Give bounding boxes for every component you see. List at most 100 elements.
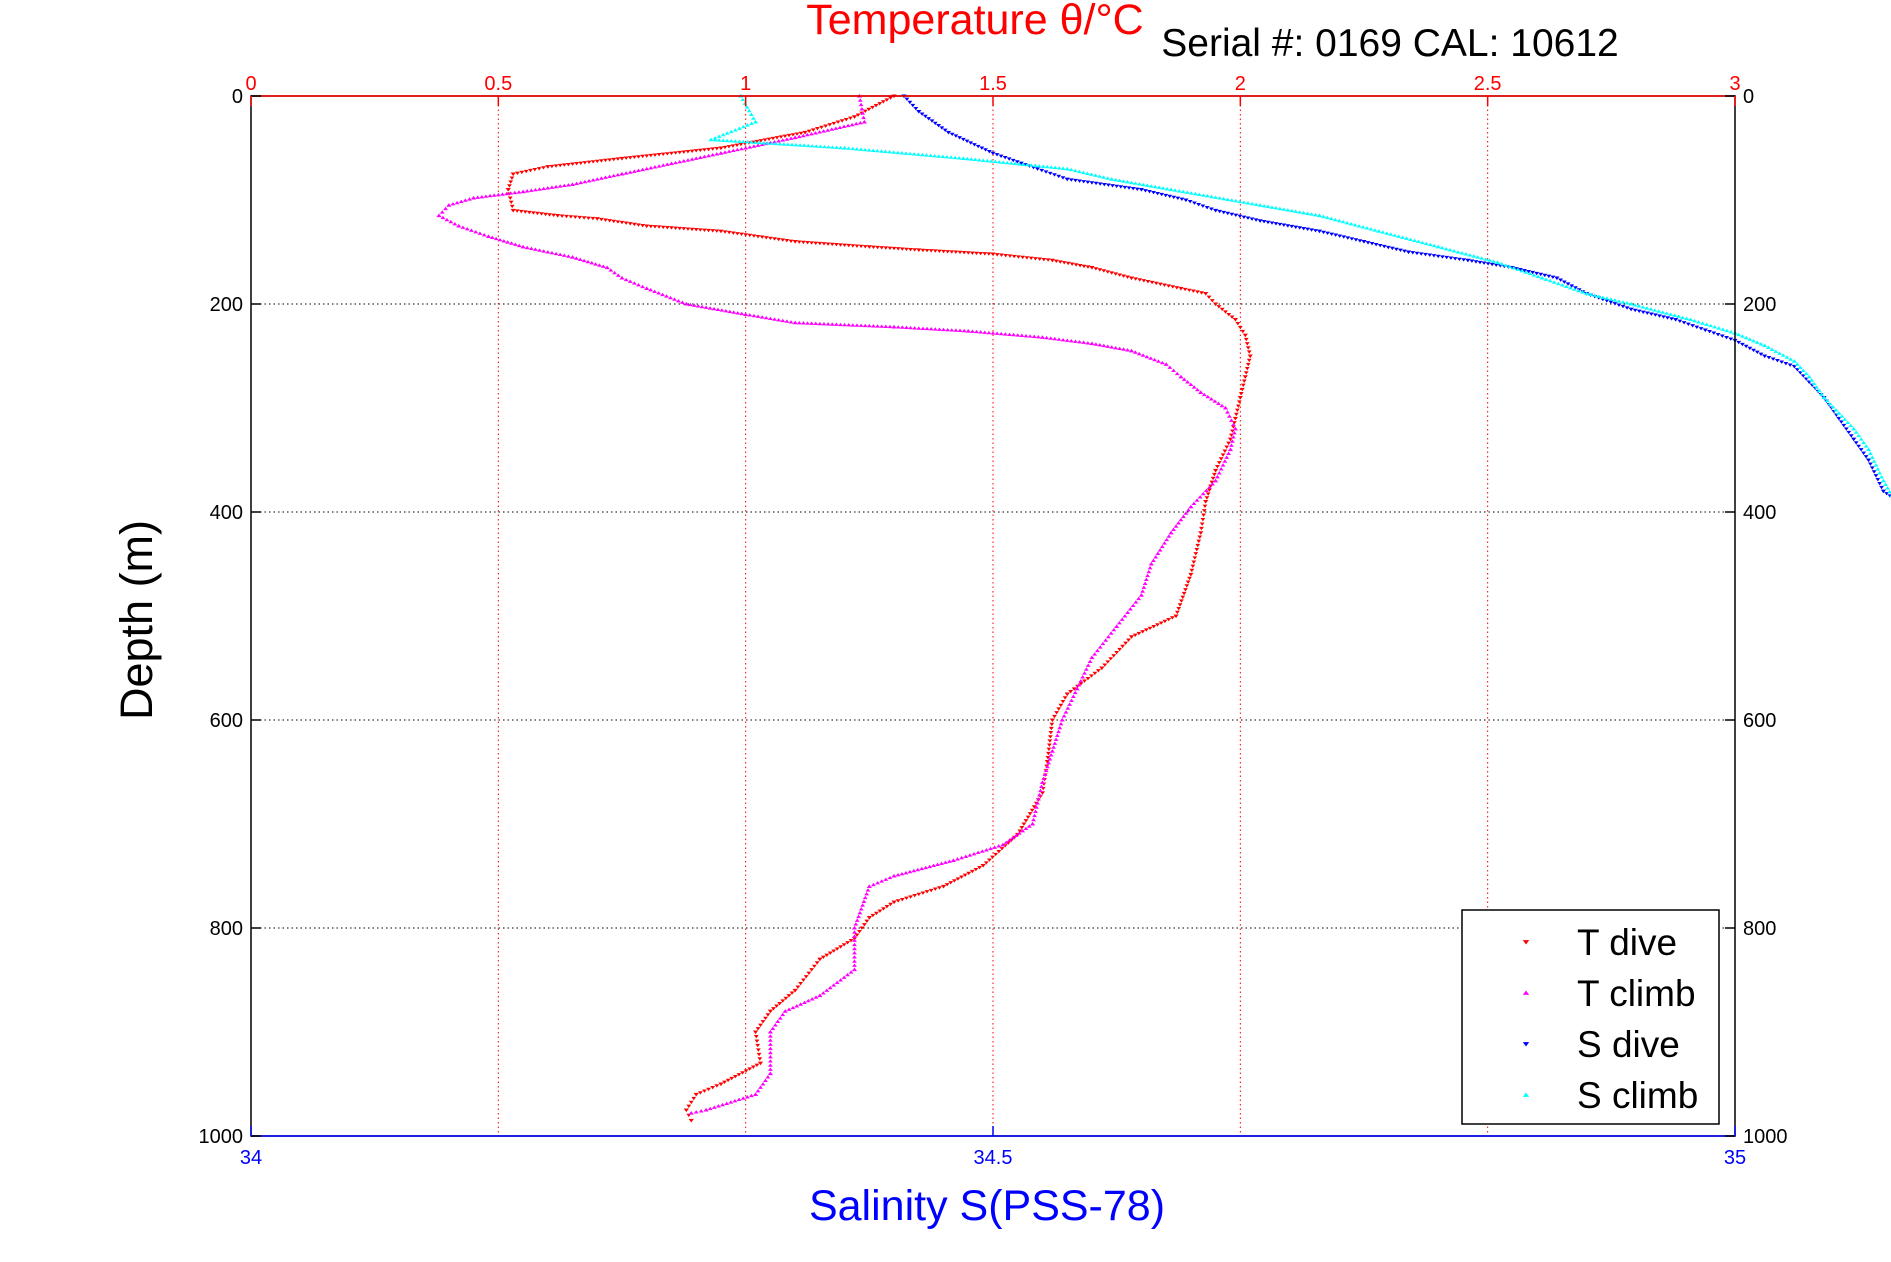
data-point	[768, 1067, 773, 1071]
data-point	[1133, 600, 1139, 604]
data-point	[1020, 162, 1026, 166]
data-point	[870, 105, 875, 110]
data-point	[569, 182, 576, 186]
data-point	[940, 884, 947, 889]
data-point	[1178, 517, 1184, 522]
data-point	[708, 137, 714, 142]
data-point	[745, 140, 750, 144]
data-point	[1783, 361, 1789, 366]
data-point	[732, 1074, 738, 1079]
data-point	[855, 113, 861, 117]
data-point	[784, 137, 790, 141]
data-point	[1102, 663, 1108, 667]
data-point	[1341, 235, 1347, 239]
data-point	[1056, 166, 1062, 170]
data-point	[487, 193, 493, 198]
data-point	[1241, 379, 1247, 383]
data-point	[1019, 333, 1025, 337]
data-point	[726, 149, 732, 153]
data-point	[829, 127, 835, 131]
data-point	[1031, 805, 1037, 809]
data-point	[1058, 721, 1064, 726]
data-point	[693, 149, 699, 153]
data-point	[1199, 526, 1204, 531]
data-point	[972, 143, 977, 147]
data-point	[1712, 325, 1718, 329]
data-point	[1198, 531, 1204, 535]
data-point	[852, 946, 857, 951]
data-point	[720, 1102, 725, 1107]
data-point	[1128, 276, 1135, 281]
data-point	[972, 157, 978, 162]
data-point	[1624, 306, 1630, 310]
data-point	[870, 148, 876, 152]
data-point	[1241, 215, 1247, 219]
data-point	[590, 178, 596, 182]
data-point	[1887, 490, 1891, 494]
data-point	[1435, 244, 1441, 249]
data-point	[1197, 535, 1203, 539]
data-point	[1047, 171, 1053, 176]
data-point	[1081, 264, 1087, 269]
data-point	[603, 175, 608, 179]
data-point	[689, 149, 695, 153]
data-point	[864, 892, 870, 896]
data-point	[452, 222, 458, 226]
data-point	[1636, 309, 1642, 314]
data-point	[1811, 381, 1817, 386]
y-tick-label-left: 0	[232, 86, 243, 108]
data-point	[1036, 164, 1042, 168]
data-point	[718, 229, 724, 234]
data-point	[916, 892, 922, 897]
data-point	[1051, 745, 1056, 749]
data-point	[973, 867, 979, 872]
data-point	[1168, 187, 1174, 192]
data-point	[1101, 175, 1107, 179]
data-point	[798, 131, 804, 136]
data-point	[857, 910, 863, 915]
data-point	[1039, 780, 1046, 784]
data-point	[790, 133, 796, 137]
data-point	[1218, 457, 1224, 461]
data-point	[738, 142, 744, 147]
data-point	[660, 225, 666, 230]
data-point	[1419, 240, 1425, 245]
data-point	[1535, 274, 1541, 279]
data-point	[1014, 160, 1020, 164]
data-point	[1074, 686, 1080, 691]
data-point	[1265, 204, 1271, 209]
data-point	[1056, 707, 1062, 711]
data-point	[1816, 388, 1822, 393]
data-point	[1033, 257, 1038, 261]
data-point	[693, 1092, 699, 1097]
data-point	[1097, 182, 1103, 186]
data-point	[833, 322, 839, 326]
data-point	[1780, 353, 1786, 357]
data-point	[1481, 261, 1487, 265]
data-point	[1235, 404, 1241, 408]
data-point	[1791, 359, 1797, 363]
data-point	[846, 323, 852, 327]
data-point	[1130, 187, 1136, 191]
data-point	[813, 144, 819, 148]
data-point	[1093, 342, 1099, 346]
data-point	[1222, 405, 1229, 410]
data-point	[745, 123, 750, 127]
data-point	[1184, 584, 1190, 588]
data-point	[545, 250, 551, 254]
data-point	[1121, 347, 1126, 351]
data-point	[1171, 527, 1176, 531]
data-point	[850, 146, 856, 151]
data-point	[1412, 238, 1417, 242]
data-point	[1221, 210, 1227, 215]
data-point	[768, 1050, 773, 1055]
data-point	[710, 147, 716, 151]
data-point	[504, 191, 509, 196]
data-point	[1071, 687, 1077, 691]
data-point	[1155, 191, 1160, 196]
data-point	[582, 179, 588, 184]
data-point	[1064, 177, 1070, 182]
data-point	[1309, 228, 1314, 232]
data-point	[962, 873, 968, 877]
data-point	[615, 172, 621, 177]
